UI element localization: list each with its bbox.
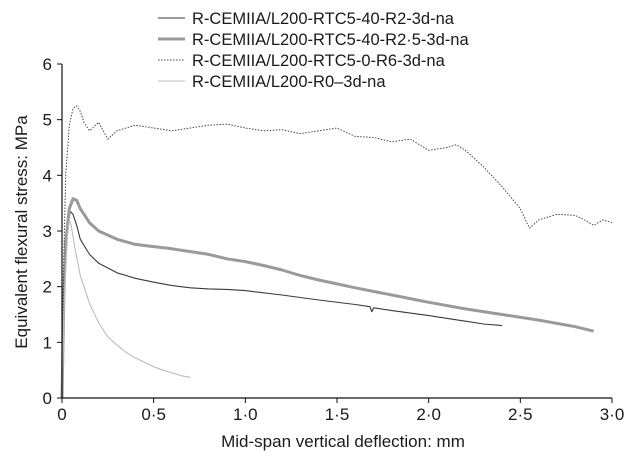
x-tick-label: 3·0 xyxy=(600,405,625,424)
x-tick-label: 2·0 xyxy=(416,405,441,424)
y-tick-label: 2 xyxy=(43,278,52,297)
x-tick-label: 0·5 xyxy=(141,405,166,424)
series-line-4 xyxy=(61,219,191,399)
legend-label: R-CEMIIA/L200-RTC5-40-R2·5-3d-na xyxy=(192,31,469,49)
y-tick-label: 4 xyxy=(43,166,52,185)
plot-lines xyxy=(60,105,613,399)
series-line-1 xyxy=(61,210,503,399)
y-tick-label: 1 xyxy=(43,333,52,352)
y-tick-label: 0 xyxy=(43,389,52,408)
legend-label: R-CEMIIA/L200-R0–3d-na xyxy=(192,73,386,91)
legend: R-CEMIIA/L200-RTC5-40-R2-3d-na R-CEMIIA/L… xyxy=(158,10,469,91)
x-tick-label: 1·5 xyxy=(325,405,350,424)
series-line-3 xyxy=(61,105,613,399)
x-tick-label: 2·5 xyxy=(508,405,533,424)
legend-label: R-CEMIIA/L200-RTC5-40-R2-3d-na xyxy=(192,10,455,28)
y-tick-label: 5 xyxy=(43,111,52,130)
y-tick-label: 3 xyxy=(43,222,52,241)
x-tick-label: 0 xyxy=(57,405,66,424)
axes: 0 0·5 1·0 1·5 2·0 2·5 3·0 0 1 2 3 4 5 6 xyxy=(43,55,625,424)
series-line-2 xyxy=(60,197,595,399)
x-tick-label: 1·0 xyxy=(233,405,258,424)
x-axis-title: Mid-span vertical deflection: mm xyxy=(221,432,465,451)
y-tick-label: 6 xyxy=(43,55,52,74)
y-axis-title: Equivalent flexural stress: MPa xyxy=(12,115,31,349)
legend-label: R-CEMIIA/L200-RTC5-0-R6-3d-na xyxy=(192,52,446,70)
